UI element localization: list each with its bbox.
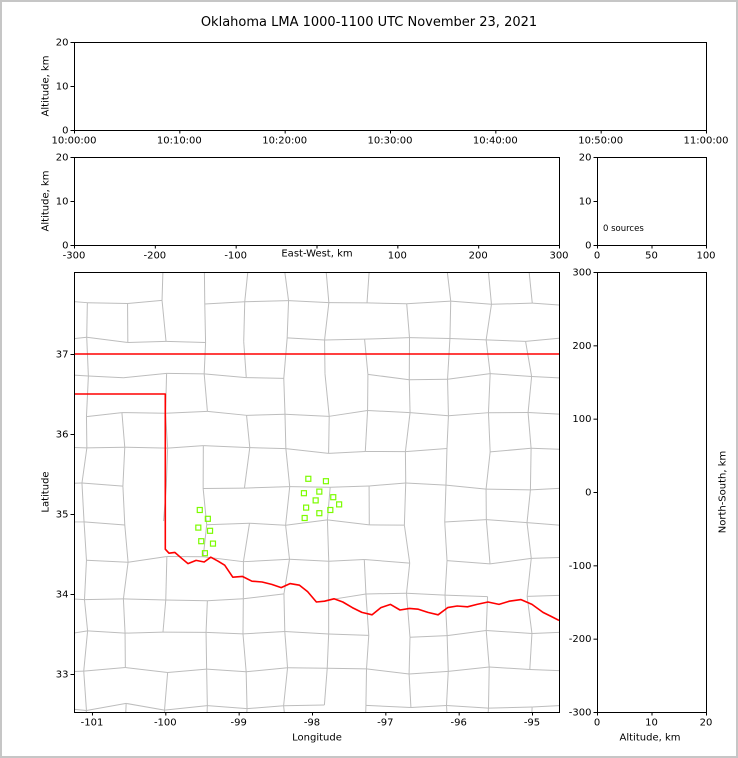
figure-title: Oklahoma LMA 1000-1100 UTC November 23, … bbox=[200, 15, 538, 30]
tick-label: 10 bbox=[645, 718, 658, 729]
panel-map-frame bbox=[74, 272, 560, 713]
station-marker bbox=[301, 514, 308, 522]
sources-count-annotation: 0 sources bbox=[603, 224, 644, 234]
tick-label: 10:50:00 bbox=[578, 136, 623, 147]
station-marker bbox=[195, 524, 202, 531]
panel-altitude-eastwest: -300 -200 -100 100 200 300 0 10 20 bbox=[56, 153, 569, 262]
tick-label: 300 bbox=[572, 268, 591, 279]
panel-source-histogram: 0 50 100 0 10 20 bbox=[579, 153, 716, 262]
panel-map: -101 -100 -99 -98 -97 -96 -95 33 34 35 36 37 bbox=[56, 272, 560, 729]
time-panel-ylabel: Altitude, km bbox=[40, 55, 52, 117]
station-marker bbox=[316, 510, 323, 517]
tick-label: 11:00:00 bbox=[684, 136, 729, 147]
tick-label: 0 bbox=[594, 251, 600, 262]
map-content bbox=[74, 272, 559, 712]
tick-label: 50 bbox=[645, 251, 658, 262]
map-xlabel: Longitude bbox=[292, 732, 342, 744]
station-marker bbox=[336, 501, 343, 508]
tick-label: -99 bbox=[230, 718, 246, 729]
tick-label: 10:40:00 bbox=[473, 136, 518, 147]
tick-label: 10 bbox=[56, 82, 69, 93]
tick-label: 20 bbox=[700, 718, 713, 729]
tick-label: 300 bbox=[549, 251, 568, 262]
station-marker bbox=[316, 488, 323, 495]
tick-label: -97 bbox=[377, 718, 393, 729]
station-marker bbox=[206, 527, 214, 534]
station-marker bbox=[327, 506, 334, 514]
tick-label: 0 bbox=[594, 718, 600, 729]
tick-label: 10:20:00 bbox=[262, 136, 307, 147]
tick-label: 10:10:00 bbox=[157, 136, 202, 147]
station-marker bbox=[305, 475, 312, 482]
tick-label: -101 bbox=[81, 718, 104, 729]
tick-label: -100 bbox=[154, 718, 177, 729]
tick-label: 0 bbox=[62, 126, 68, 137]
tick-label: -300 bbox=[569, 708, 592, 719]
station-marker bbox=[300, 490, 308, 497]
tick-label: -98 bbox=[304, 718, 320, 729]
tick-label: 100 bbox=[572, 414, 591, 425]
tick-label: -200 bbox=[569, 634, 592, 645]
tick-label: 100 bbox=[388, 251, 407, 262]
tick-label: 10:00:00 bbox=[52, 136, 97, 147]
tick-label: 0 bbox=[585, 241, 591, 252]
tick-label: -200 bbox=[143, 251, 166, 262]
tick-label: 200 bbox=[469, 251, 488, 262]
tick-label: 100 bbox=[696, 251, 715, 262]
tick-label: 0 bbox=[585, 488, 591, 499]
station-marker bbox=[312, 497, 319, 504]
tick-label: 20 bbox=[579, 153, 592, 164]
tick-label: 33 bbox=[56, 670, 69, 681]
panel-source-histogram-frame bbox=[597, 157, 707, 246]
eastwest-panel-ylabel: Altitude, km bbox=[40, 170, 52, 232]
tick-label: 37 bbox=[56, 350, 69, 361]
eastwest-panel-xlabel: East-West, km bbox=[281, 248, 353, 260]
northsouth-panel-ylabel: North-South, km bbox=[717, 450, 729, 534]
tick-label: 35 bbox=[56, 510, 69, 521]
station-marker bbox=[198, 538, 205, 545]
tick-label: -96 bbox=[450, 718, 466, 729]
station-marker bbox=[204, 515, 211, 522]
tick-label: 34 bbox=[56, 590, 69, 601]
tick-label: 20 bbox=[56, 38, 69, 49]
northsouth-panel-xlabel: Altitude, km bbox=[619, 732, 681, 744]
panel-altitude-northsouth-frame bbox=[597, 272, 707, 713]
oklahoma-state-border bbox=[74, 393, 559, 622]
panel-altitude-northsouth: 0 10 20 -300 -200 -100 0 100 200 300 bbox=[569, 268, 713, 729]
tick-label: 36 bbox=[56, 430, 69, 441]
station-marker bbox=[201, 550, 209, 557]
tick-label: 0 bbox=[62, 241, 68, 252]
station-marker bbox=[330, 494, 337, 501]
county-boundaries bbox=[74, 272, 559, 712]
map-ylabel: Latitude bbox=[40, 471, 52, 513]
tick-label: 10:30:00 bbox=[368, 136, 413, 147]
tick-label: -300 bbox=[63, 251, 86, 262]
panel-altitude-time: 10:00:00 10:10:00 10:20:00 10:30:00 10:40:00… bbox=[52, 38, 729, 147]
station-marker bbox=[322, 478, 330, 485]
tick-label: 20 bbox=[56, 153, 69, 164]
tick-label: -100 bbox=[224, 251, 247, 262]
station-marker bbox=[303, 504, 310, 511]
tick-label: 10 bbox=[56, 197, 69, 208]
panel-altitude-time-frame bbox=[74, 42, 707, 131]
tick-label: -95 bbox=[524, 718, 540, 729]
panel-altitude-eastwest-frame bbox=[74, 157, 560, 246]
tick-label: -100 bbox=[569, 561, 592, 572]
station-marker bbox=[196, 506, 203, 514]
lma-stations bbox=[195, 475, 343, 557]
station-marker bbox=[209, 540, 217, 547]
tick-label: 10 bbox=[579, 197, 592, 208]
tick-label: 200 bbox=[572, 341, 591, 352]
